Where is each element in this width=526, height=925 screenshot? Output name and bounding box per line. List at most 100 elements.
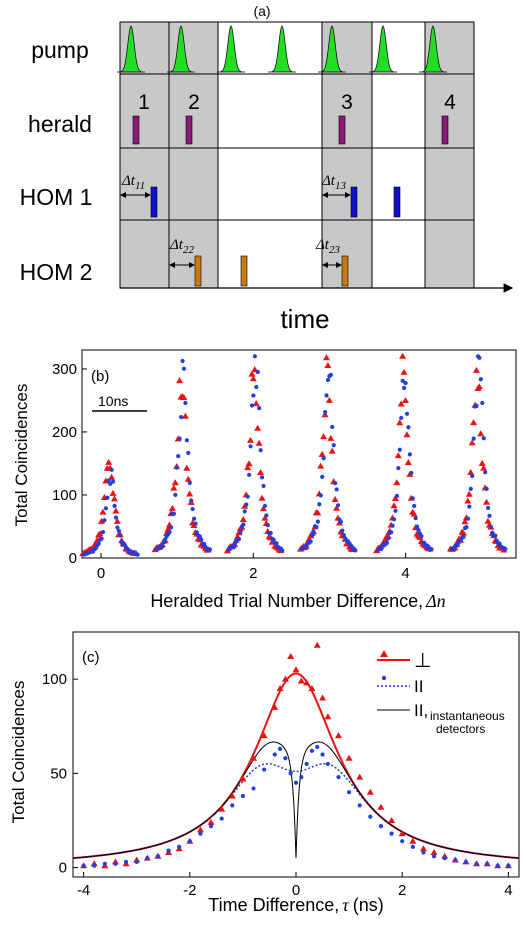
par-point xyxy=(247,472,252,477)
par-point xyxy=(389,831,394,836)
par-point xyxy=(406,425,411,430)
x-tick-label: -4 xyxy=(77,882,90,899)
par-point xyxy=(167,530,172,535)
par-point xyxy=(163,537,168,542)
par-point xyxy=(219,816,224,821)
perp-point xyxy=(322,354,330,361)
par-point xyxy=(390,523,395,528)
herald-pulse xyxy=(338,115,346,145)
par-point xyxy=(483,470,488,475)
par-point xyxy=(134,859,139,865)
perp-point xyxy=(271,703,279,710)
perp-point xyxy=(254,424,262,431)
perp-point xyxy=(404,459,412,466)
par-point xyxy=(353,548,358,553)
pump-pulse xyxy=(117,25,145,73)
perp-point xyxy=(109,489,117,496)
par-point xyxy=(474,861,479,866)
perp-point xyxy=(468,439,476,446)
perp-point xyxy=(401,396,409,403)
par-point xyxy=(393,508,398,513)
par-point xyxy=(471,436,476,441)
perp-point xyxy=(403,431,411,438)
par-point xyxy=(391,517,397,522)
par-point xyxy=(455,543,460,548)
par-point xyxy=(288,771,293,776)
par-point xyxy=(341,532,346,538)
panel-a-label: (a) xyxy=(253,3,270,19)
par-point xyxy=(123,859,129,865)
par-point xyxy=(187,839,192,844)
par-point xyxy=(268,530,273,536)
par-point xyxy=(311,529,316,534)
par-point xyxy=(309,748,315,753)
par-point xyxy=(403,380,408,386)
x-tick-label: 4 xyxy=(504,882,512,899)
par-point xyxy=(173,492,178,498)
par-point xyxy=(325,761,330,767)
perp-point xyxy=(397,400,405,407)
x-tick-label: 2 xyxy=(398,882,406,899)
perp-point xyxy=(260,732,268,739)
x-tick-label: 4 xyxy=(401,565,409,582)
herald-pulse xyxy=(185,115,193,145)
par-point xyxy=(299,775,304,780)
scale-bar-label: 10ns xyxy=(98,393,128,409)
par-point xyxy=(100,529,106,535)
pump-pulses xyxy=(117,25,447,73)
trial-number-2: 2 xyxy=(188,91,200,114)
perp-point xyxy=(398,830,406,837)
perp-point xyxy=(184,475,192,482)
perp-point xyxy=(261,514,269,521)
perp-point xyxy=(478,459,486,466)
perp-point xyxy=(297,677,305,684)
pump-pulse xyxy=(268,25,296,73)
legend-inst-sub1: instantaneous xyxy=(430,709,505,723)
par-point xyxy=(453,857,458,863)
delay-arrows xyxy=(120,192,351,268)
perp-point xyxy=(246,436,254,443)
par-point xyxy=(419,534,424,539)
perp-point xyxy=(399,352,407,359)
par-point xyxy=(259,475,265,480)
par-point xyxy=(340,528,345,533)
par-point xyxy=(338,519,344,525)
par-point xyxy=(464,525,469,530)
perp-point xyxy=(239,775,247,782)
par-point xyxy=(330,424,335,430)
perp-point xyxy=(430,849,438,855)
par-point xyxy=(414,524,420,529)
perp-point xyxy=(410,510,418,517)
legend-perp-marker xyxy=(380,650,388,657)
perp-point xyxy=(99,508,107,515)
par-point xyxy=(241,522,246,527)
par-point xyxy=(230,803,235,808)
perp-point xyxy=(377,803,385,810)
par-point xyxy=(264,513,269,518)
panel-b-label: (b) xyxy=(91,368,109,385)
perp-point xyxy=(331,496,339,503)
par-point xyxy=(198,831,203,836)
par-point xyxy=(254,384,259,390)
perp-point xyxy=(345,754,353,761)
perp-point xyxy=(303,679,311,686)
par-point xyxy=(409,470,414,476)
panel-b-ylabel: Total Coincidences xyxy=(12,384,31,527)
x-tick-label: -2 xyxy=(183,882,196,899)
time-label: time xyxy=(280,304,329,334)
perp-point xyxy=(388,816,396,823)
par-point xyxy=(251,393,256,398)
row-lines xyxy=(119,21,474,288)
par-point xyxy=(484,486,489,492)
par-point xyxy=(470,473,475,479)
par-point xyxy=(293,780,299,785)
par-point xyxy=(495,863,500,868)
par-point xyxy=(190,506,195,512)
par-point xyxy=(271,537,276,542)
par-point xyxy=(155,854,161,859)
legend-inst-sub2: detectors xyxy=(436,722,485,736)
perp-point xyxy=(475,383,483,390)
par-point xyxy=(400,378,405,383)
legend-par-text: II xyxy=(414,677,423,696)
perp-point xyxy=(259,505,267,512)
